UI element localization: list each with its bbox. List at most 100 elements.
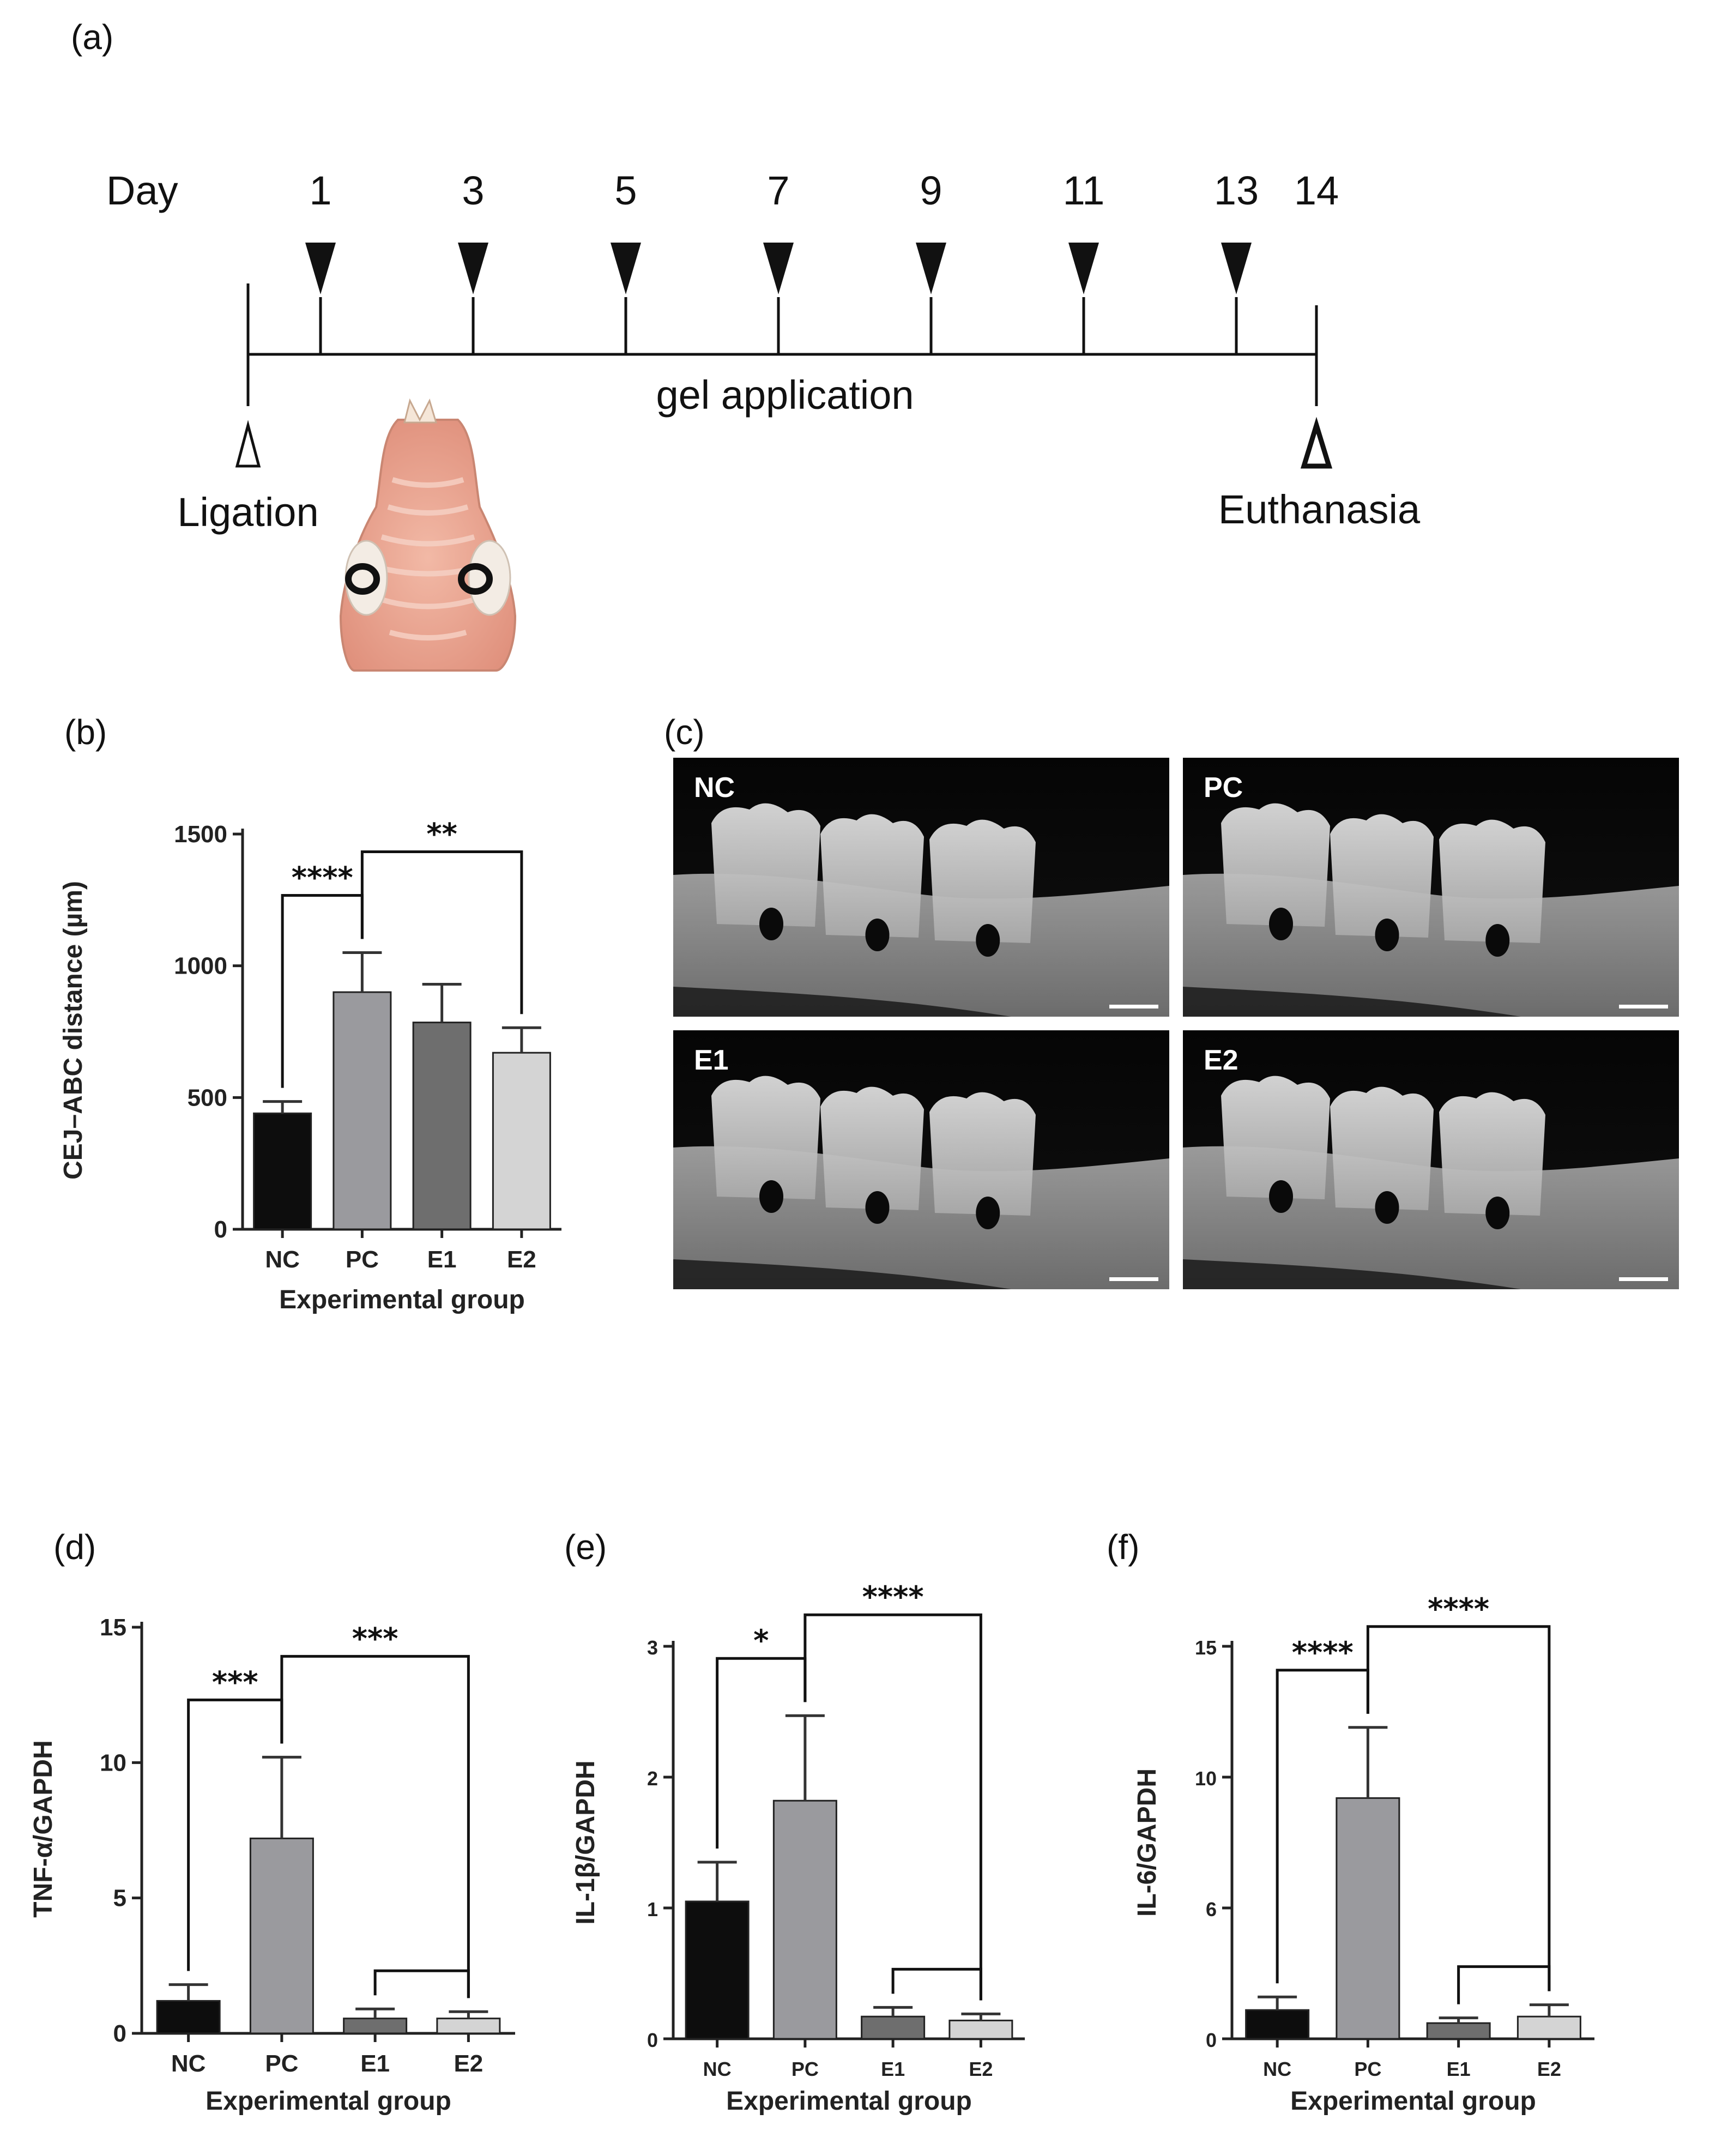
ct-root-gap (865, 919, 890, 951)
significance-bracket (891, 1967, 982, 2001)
bar-PC (772, 1799, 837, 2040)
x-tick-label-PC: PC (346, 1246, 379, 1273)
x-tick-label-E1: E1 (427, 1246, 457, 1273)
x-axis-label: Experimental group (726, 2087, 972, 2116)
significance-label: **** (292, 861, 353, 895)
y-axis-label: IL-6/GAPDH (1133, 1768, 1162, 1917)
bar-NC (685, 1900, 750, 2040)
timeline-day-label: Day (106, 168, 178, 213)
gel-application-arrow-icon (1221, 243, 1252, 294)
timeline-day-13: 13 (1214, 168, 1259, 213)
gel-application-arrow-icon (916, 243, 946, 294)
y-tick-label: 0 (1206, 2029, 1217, 2051)
panel-label-b: (b) (64, 712, 107, 752)
y-axis-label: TNF-α/GAPDH (29, 1740, 58, 1917)
timeline-day-numbers: 1 3 5 7 9 11 13 14 (309, 168, 1339, 213)
timeline-day-9: 9 (920, 168, 942, 213)
ct-molar (820, 814, 924, 938)
x-tick-label-PC: PC (1354, 2058, 1381, 2080)
y-tick-label: 500 (188, 1084, 227, 1111)
y-tick-label: 1500 (174, 821, 227, 848)
ct-lower-shadow (1183, 987, 1521, 1017)
significance-bracket (280, 1654, 470, 1998)
ct-lower-shadow (1183, 1259, 1521, 1289)
timeline-day-14: 14 (1294, 168, 1339, 213)
x-tick-label-E2: E2 (454, 2050, 483, 2077)
ct-scale-bar (1619, 1005, 1668, 1008)
ct-molar (1439, 1092, 1545, 1216)
significance-bracket (1457, 1965, 1551, 2004)
y-tick-label: 15 (100, 1614, 126, 1641)
x-tick-label-E2: E2 (969, 2058, 993, 2080)
panel-c: (c) NC PC E1 E2 (664, 712, 1679, 1289)
x-tick-label-PC: PC (792, 2058, 819, 2080)
y-tick-label: 10 (1195, 1767, 1217, 1790)
bar-NC (1245, 2009, 1310, 2040)
ct-image-E1: E1 (673, 1030, 1169, 1289)
ct-molar (820, 1086, 924, 1210)
y-axis-label: IL-1β/GAPDH (571, 1760, 600, 1924)
ct-label-PC: PC (1204, 772, 1243, 804)
significance-bracket (360, 850, 523, 1014)
gel-application-arrow-icon (1068, 243, 1099, 294)
ct-molar (711, 803, 820, 927)
timeline-minor-ticks (319, 297, 1238, 354)
ct-lower-shadow (673, 987, 1011, 1017)
ct-scale-bar (1109, 1277, 1158, 1281)
y-tick-label: 0 (647, 2029, 658, 2051)
significance-label: * (753, 1623, 769, 1658)
ct-lower-shadow (673, 1259, 1011, 1289)
panel-a: (a) Day 1 3 5 7 9 11 13 14 gel application Liga… (71, 17, 1421, 672)
bar-NC (253, 1112, 312, 1230)
ct-molar (929, 819, 1036, 943)
gel-application-arrow-icon (611, 243, 641, 294)
chart-d: 0 5 10 15 NC PC E1 E2 *** *** Experimental group TN… (29, 1614, 515, 2116)
panel-label-a: (a) (71, 17, 113, 57)
x-tick-label-NC: NC (1263, 2058, 1291, 2080)
bar-PC (333, 991, 392, 1230)
x-axis-label: Experimental group (1290, 2087, 1536, 2116)
ct-molar (1330, 814, 1434, 938)
y-tick-label: 0 (113, 2020, 126, 2047)
ct-root-gap (759, 908, 783, 940)
x-axis-label: Experimental group (206, 2087, 451, 2116)
x-axis-label: Experimental group (279, 1285, 525, 1314)
ct-image-E2: E2 (1183, 1030, 1679, 1289)
x-tick-label-NC: NC (265, 1246, 300, 1273)
ct-root-gap (1485, 1197, 1510, 1229)
ct-root-gap (1375, 919, 1399, 951)
significance-bracket (803, 1613, 982, 2001)
y-tick-label: 15 (1195, 1636, 1217, 1659)
ct-molar (1221, 1076, 1330, 1199)
bar-E1 (1426, 2022, 1491, 2040)
significance-label: ** (426, 817, 457, 851)
timeline-day-3: 3 (462, 168, 484, 213)
y-tick-label: 5 (113, 1885, 126, 1912)
rat-maxilla-illustration (339, 398, 517, 672)
bar-NC (156, 2000, 221, 2034)
ct-root-gap (976, 924, 1000, 957)
ct-image-PC: PC (1183, 758, 1679, 1017)
ct-molar (711, 1076, 820, 1199)
ct-root-gap (976, 1197, 1000, 1229)
significance-bracket (373, 1969, 470, 1998)
x-tick-label-E2: E2 (507, 1246, 536, 1273)
ct-root-gap (759, 1180, 783, 1213)
ct-root-gap (865, 1191, 890, 1224)
bar-E2 (1517, 2015, 1581, 2040)
ct-scale-bar (1619, 1277, 1668, 1281)
ct-image-NC: NC (673, 758, 1169, 1017)
significance-label: **** (1428, 1592, 1489, 1626)
ct-molar (1221, 803, 1330, 927)
bar-E1 (343, 2018, 408, 2034)
timeline-day-7: 7 (767, 168, 789, 213)
ct-label-NC: NC (694, 772, 735, 804)
ct-molar (1439, 819, 1545, 943)
timeline-day-5: 5 (614, 168, 637, 213)
bar-PC (249, 1837, 314, 2034)
significance-label: *** (212, 1665, 258, 1699)
ct-molar (929, 1092, 1036, 1216)
